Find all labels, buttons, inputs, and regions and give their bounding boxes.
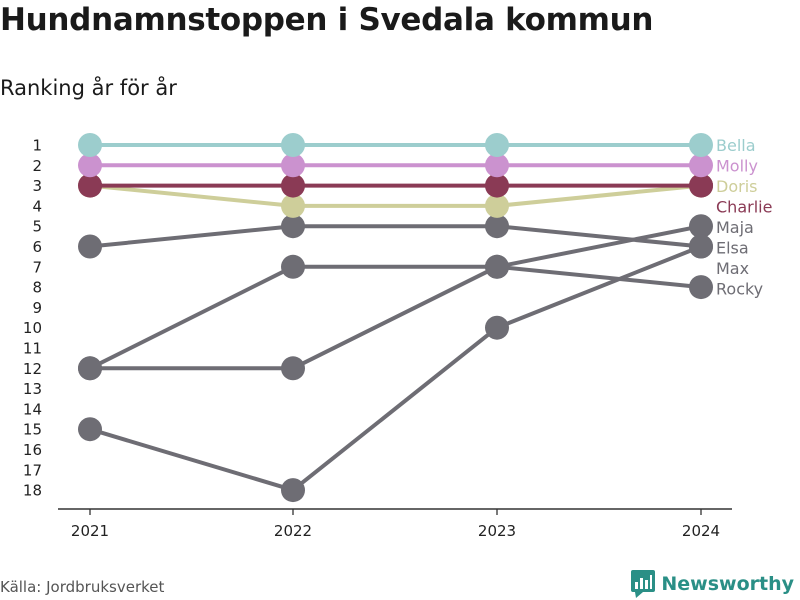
y-tick-label: 2 (32, 157, 42, 175)
data-point-rocky (281, 254, 305, 279)
y-tick-label: 12 (23, 360, 42, 378)
series-max (78, 214, 713, 259)
x-tick-label: 2023 (478, 522, 516, 540)
data-point-molly (485, 153, 509, 178)
y-tick-label: 5 (32, 218, 42, 236)
data-point-molly (78, 153, 102, 178)
data-point-molly (281, 153, 305, 178)
x-tick-label: 2024 (682, 522, 720, 540)
y-tick-label: 4 (32, 197, 42, 215)
data-point-molly (689, 153, 713, 178)
series-doris (78, 173, 713, 218)
y-tick-label: 9 (32, 299, 42, 317)
y-tick-label: 17 (23, 461, 42, 479)
y-tick-label: 14 (23, 400, 42, 418)
data-point-charlie (701, 173, 713, 198)
data-point-max (281, 214, 305, 239)
data-point-maja (689, 214, 713, 239)
y-tick-label: 15 (23, 421, 42, 439)
data-point-maja (281, 356, 305, 381)
newsworthy-logo-icon (631, 570, 656, 598)
series-line-maja (90, 224, 702, 371)
data-point-charlie (281, 173, 305, 198)
data-point-doris (281, 193, 305, 218)
x-tick-label: 2022 (274, 522, 312, 540)
source-note: Källa: Jordbruksverket (0, 578, 165, 596)
series-rocky (78, 254, 713, 381)
series-molly (78, 153, 713, 178)
brand: Newsworthy (631, 570, 794, 598)
data-point-max (689, 234, 713, 259)
y-tick-label: 6 (32, 238, 42, 256)
x-tick-label: 2021 (71, 522, 109, 540)
y-tick-label: 13 (23, 380, 42, 398)
series-label-elsa: Elsa (716, 239, 749, 258)
chart-subtitle: Ranking år för år (0, 76, 177, 100)
y-tick-label: 16 (23, 441, 42, 459)
series-line-doris (89, 183, 702, 208)
y-tick-label: 18 (23, 482, 42, 500)
data-point-rocky (689, 275, 713, 300)
data-point-bella (689, 133, 713, 157)
data-point-bella (78, 133, 102, 157)
y-tick-label: 1 (32, 137, 42, 155)
x-axis: 2021 2022 2023 2024 (71, 509, 720, 540)
y-tick-label: 11 (23, 340, 42, 358)
series-line-rocky (89, 264, 702, 371)
data-point-elsa (485, 315, 509, 340)
data-point-max (485, 214, 509, 239)
series-label-doris: Doris (716, 177, 757, 196)
data-point-rocky (78, 356, 102, 381)
chart-title: Hundnamnstoppen i Svedala kommun (0, 2, 654, 38)
series-label-max: Max (716, 259, 749, 278)
data-point-bella (485, 133, 509, 157)
data-point-elsa (78, 417, 102, 442)
series-line-max (89, 224, 702, 249)
data-point-rocky (485, 254, 509, 279)
y-tick-label: 7 (32, 258, 42, 276)
data-point-elsa (281, 478, 305, 503)
data-point-charlie (485, 173, 509, 198)
data-point-bella (281, 133, 305, 157)
y-tick-label: 3 (32, 177, 42, 195)
data-point-charlie (90, 173, 102, 198)
y-tick-label: 10 (23, 319, 42, 337)
series-label-maja: Maja (716, 218, 754, 237)
series-label-charlie: Charlie (716, 198, 772, 217)
data-point-max (78, 234, 102, 259)
y-tick-label: 8 (32, 279, 42, 297)
data-point-doris (485, 193, 509, 218)
series-label-rocky: Rocky (716, 280, 763, 299)
brand-name: Newsworthy (661, 573, 794, 595)
series-line-elsa (89, 244, 702, 493)
series-label-bella: Bella (716, 136, 756, 155)
series-label-molly: Molly (716, 157, 758, 176)
series-bella (78, 133, 713, 157)
series-layer (78, 133, 713, 503)
series-charlie (78, 173, 713, 198)
